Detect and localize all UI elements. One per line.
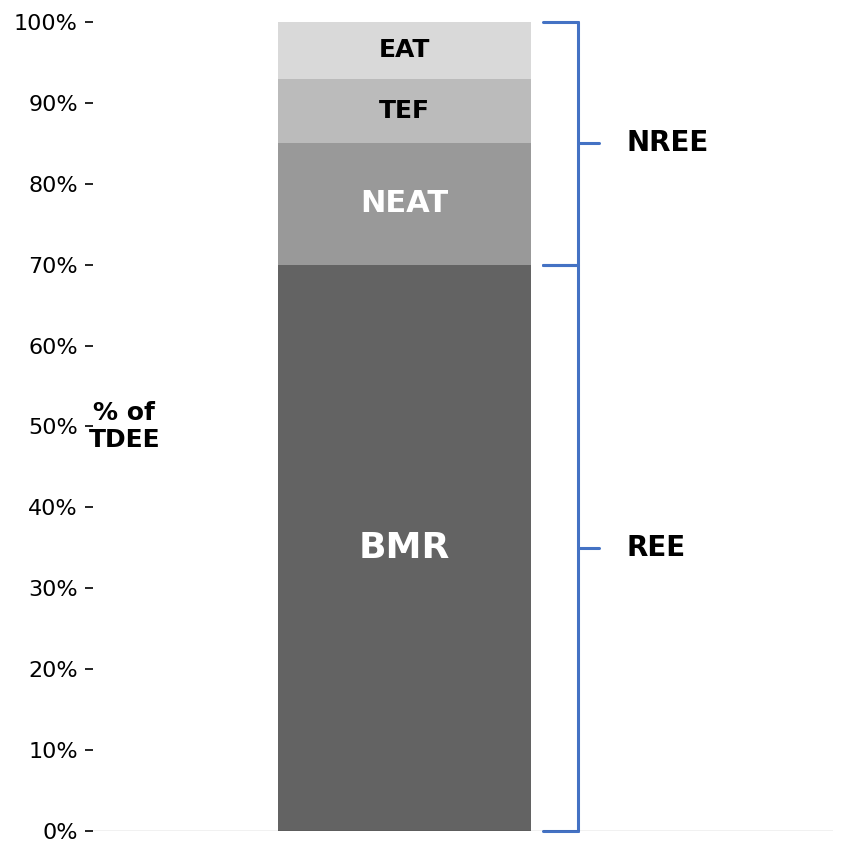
Bar — [278, 143, 531, 265]
Bar — [278, 265, 531, 831]
Text: % of
TDEE: % of TDEE — [88, 400, 160, 452]
Text: BMR: BMR — [359, 530, 451, 565]
Text: NEAT: NEAT — [361, 189, 449, 219]
Bar — [278, 79, 531, 143]
Text: NREE: NREE — [627, 129, 709, 158]
Text: EAT: EAT — [379, 39, 430, 63]
Text: TEF: TEF — [379, 99, 430, 123]
Bar — [278, 22, 531, 79]
Text: REE: REE — [627, 534, 686, 562]
